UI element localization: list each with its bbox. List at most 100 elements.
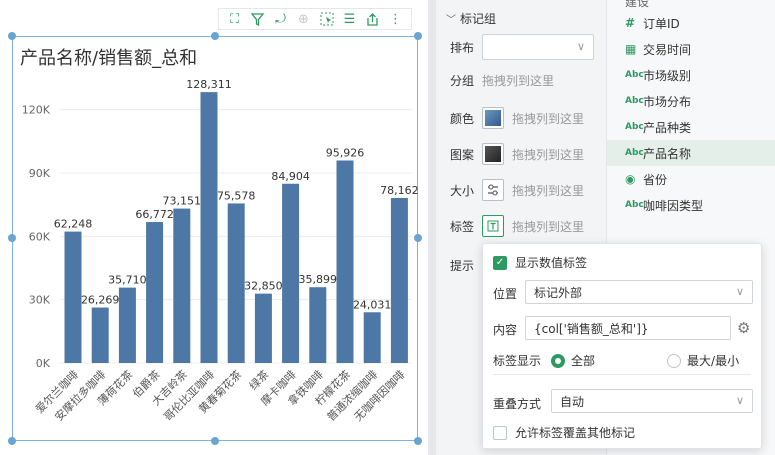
marks-group-title: 标记组 bbox=[460, 12, 497, 26]
display-label: 标签显示 bbox=[493, 354, 542, 368]
expand-icon[interactable]: ⛶ bbox=[229, 11, 240, 27]
field-label: 咖啡因类型 bbox=[643, 198, 704, 213]
gear-icon[interactable]: ⚙ bbox=[737, 319, 751, 337]
more-icon[interactable]: ⋮ bbox=[389, 11, 402, 27]
size-dropzone[interactable]: 拖拽列到这里 bbox=[512, 183, 585, 198]
data-label: 95,926 bbox=[326, 146, 365, 159]
display-maxmin-radio[interactable]: 最大/最小 bbox=[667, 352, 739, 369]
field-label: 交易时间 bbox=[643, 42, 692, 57]
field-item[interactable]: Abc 产品名称 bbox=[607, 140, 775, 166]
rotate-icon[interactable]: ⤾ bbox=[275, 11, 286, 27]
field-type-icon: Abc bbox=[625, 200, 644, 210]
data-label: 73,151 bbox=[163, 195, 202, 208]
overlap-value: 自动 bbox=[560, 395, 585, 409]
pattern-swatch-icon[interactable] bbox=[482, 143, 504, 165]
display-maxmin-text: 最大/最小 bbox=[687, 354, 740, 368]
bar bbox=[363, 312, 381, 363]
marks-group-header[interactable]: ﹀ 标记组 bbox=[446, 10, 496, 27]
resize-handle[interactable] bbox=[8, 437, 16, 445]
data-label: 128,311 bbox=[186, 78, 232, 91]
layout-select[interactable]: ∨ bbox=[482, 34, 594, 60]
bar bbox=[118, 287, 136, 363]
chart-title: 产品名称/销售额_总和 bbox=[20, 48, 198, 69]
show-labels-row[interactable]: ✓ 显示数值标签 bbox=[493, 254, 587, 271]
overlap-select[interactable]: 自动 ∨ bbox=[551, 389, 753, 413]
field-item[interactable]: # 订单ID bbox=[625, 10, 775, 36]
text-label-icon[interactable] bbox=[482, 215, 504, 237]
resize-handle[interactable] bbox=[8, 234, 16, 242]
resize-handle[interactable] bbox=[414, 32, 422, 40]
content-label: 内容 bbox=[493, 323, 518, 337]
export-icon[interactable] bbox=[364, 10, 382, 28]
content-input[interactable]: {col['销售额_总和']} bbox=[525, 316, 731, 340]
y-tick-label: 0K bbox=[36, 357, 51, 370]
radio-selected-icon bbox=[551, 353, 566, 368]
panel-splitter[interactable] bbox=[428, 0, 436, 455]
resize-handle[interactable] bbox=[8, 32, 16, 40]
size-slider-icon[interactable] bbox=[482, 179, 504, 201]
label-label: 标签 bbox=[450, 219, 475, 234]
field-item[interactable]: Abc 咖啡因类型 bbox=[625, 192, 775, 218]
y-tick-label: 30K bbox=[29, 294, 51, 307]
position-select[interactable]: 标记外部 ∨ bbox=[525, 280, 753, 304]
color-swatch-icon[interactable] bbox=[482, 107, 504, 129]
bar bbox=[227, 203, 245, 363]
chevron-down-icon: ∨ bbox=[735, 394, 744, 407]
bar bbox=[200, 92, 218, 364]
field-type-icon: Abc bbox=[625, 96, 644, 106]
checkbox-checked-icon[interactable]: ✓ bbox=[493, 255, 507, 270]
display-row: 标签显示 全部 最大/最小 bbox=[493, 352, 739, 369]
field-type-icon: Abc bbox=[625, 70, 644, 80]
data-label: 35,710 bbox=[108, 274, 147, 287]
field-item[interactable]: Abc 市场级别 bbox=[625, 62, 775, 88]
data-label: 24,031 bbox=[353, 298, 392, 311]
chevron-down-icon: ﹀ bbox=[446, 15, 456, 26]
pattern-dropzone[interactable]: 拖拽列到这里 bbox=[512, 147, 585, 162]
select-icon[interactable] bbox=[318, 10, 336, 28]
field-partial: 建设 bbox=[625, 0, 650, 9]
bar bbox=[64, 231, 82, 363]
zoom-icon[interactable]: ⊕ bbox=[298, 11, 309, 27]
data-label: 62,248 bbox=[54, 218, 93, 231]
position-label: 位置 bbox=[493, 287, 518, 301]
y-tick-label: 120K bbox=[22, 104, 51, 117]
field-item[interactable]: ◉ 省份 bbox=[625, 166, 775, 192]
chart-panel: ⛶ ⤾ ⊕ ☰ ⋮ 产品名称/销售额_总和 0K 30K 60K 90K 120K 62,… bbox=[0, 0, 428, 455]
allow-overlap-row[interactable]: 允许标签覆盖其他标记 bbox=[493, 424, 635, 441]
display-all-text: 全部 bbox=[571, 354, 596, 368]
resize-handle[interactable] bbox=[211, 32, 219, 40]
resize-handle[interactable] bbox=[211, 437, 219, 445]
resize-handle[interactable] bbox=[414, 437, 422, 445]
resize-handle[interactable] bbox=[414, 234, 422, 242]
radio-unselected-icon bbox=[667, 353, 682, 368]
data-label: 35,899 bbox=[299, 273, 338, 286]
field-type-icon: Abc bbox=[625, 122, 644, 132]
field-item[interactable]: Abc 市场分布 bbox=[625, 88, 775, 114]
content-value: {col['销售额_总和']} bbox=[534, 322, 649, 336]
list-icon[interactable]: ☰ bbox=[343, 11, 356, 27]
field-label: 订单ID bbox=[643, 16, 680, 31]
bar bbox=[173, 208, 191, 363]
label-dropzone[interactable]: 拖拽列到这里 bbox=[512, 219, 585, 234]
data-label: 84,904 bbox=[271, 170, 310, 183]
group-dropzone[interactable]: 拖拽列到这里 bbox=[482, 74, 555, 88]
label-row: 标签 拖拽列到这里 bbox=[450, 215, 584, 237]
bar-chart: 0K30K60K90K120K62,248爱尔兰咖啡26,269安摩拉多咖啡35… bbox=[22, 78, 419, 424]
chevron-down-icon: ∨ bbox=[576, 40, 585, 53]
field-type-icon: ▦ bbox=[625, 42, 637, 56]
size-label: 大小 bbox=[450, 183, 475, 198]
data-label: 32,850 bbox=[244, 280, 283, 293]
show-labels-text: 显示数值标签 bbox=[515, 256, 588, 270]
field-label: 产品名称 bbox=[643, 146, 692, 161]
display-all-radio[interactable]: 全部 bbox=[551, 352, 595, 369]
group-row: 分组 拖拽列到这里 bbox=[450, 72, 554, 89]
data-label: 75,578 bbox=[217, 189, 256, 202]
checkbox-unchecked-icon[interactable] bbox=[493, 425, 507, 440]
color-dropzone[interactable]: 拖拽列到这里 bbox=[512, 111, 585, 126]
layout-row: 排布 ∨ bbox=[450, 34, 594, 60]
field-item[interactable]: Abc 产品种类 bbox=[625, 114, 775, 140]
y-tick-label: 60K bbox=[29, 230, 51, 243]
field-item[interactable]: ▦ 交易时间 bbox=[625, 36, 775, 62]
y-tick-label: 90K bbox=[29, 167, 51, 180]
filter-icon[interactable] bbox=[249, 10, 267, 28]
